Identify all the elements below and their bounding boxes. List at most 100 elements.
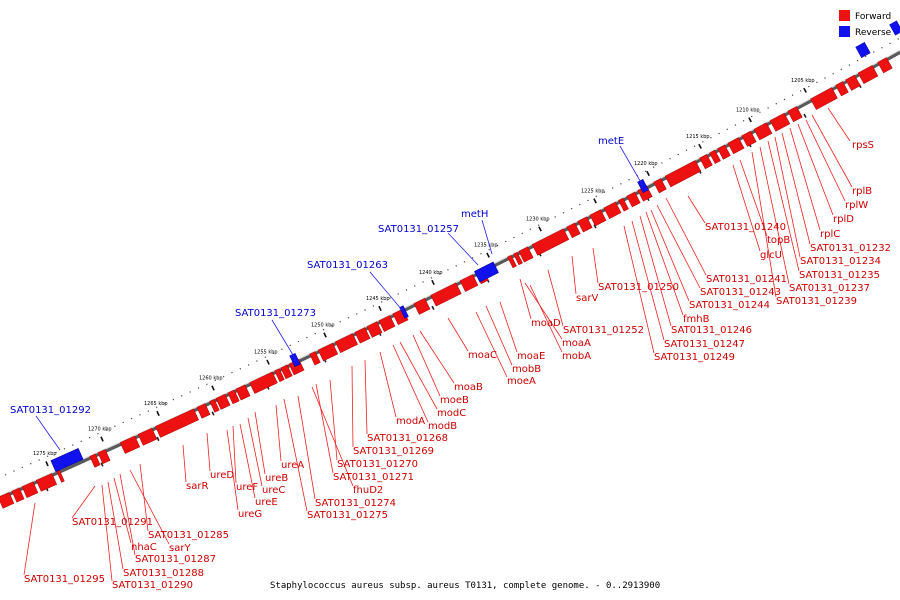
gene-label: topB	[767, 235, 790, 246]
leader-line	[774, 136, 801, 258]
gene-label: fmhB	[683, 314, 710, 325]
leader-line	[639, 215, 672, 327]
leader-line	[23, 502, 36, 576]
forward-gene	[235, 384, 251, 401]
gene-label: SAT0131_01290	[112, 580, 193, 591]
gene-label: rpsS	[852, 140, 874, 151]
leader-line	[113, 477, 132, 544]
leader-line	[379, 351, 397, 418]
gene-label: mobB	[512, 364, 541, 375]
tick-label: 1270 kbp	[88, 426, 112, 432]
forward-gene	[335, 333, 358, 353]
gene-label: modB	[428, 421, 457, 432]
legend: Forward Reverse	[839, 10, 892, 38]
tick-mark	[593, 198, 597, 204]
leader-line	[275, 404, 282, 462]
gene-label: rplC	[820, 229, 840, 240]
tick-mark	[156, 410, 160, 417]
forward-gene	[215, 393, 231, 410]
leader-line	[767, 140, 800, 272]
reverse-gene	[855, 41, 871, 59]
forward-gene	[717, 144, 731, 160]
reverse-gene	[50, 448, 84, 472]
gene-label: moeB	[440, 395, 469, 406]
forward-gene	[209, 398, 220, 413]
forward-gene	[835, 81, 849, 97]
minor-tick	[156, 436, 160, 442]
leader-line	[631, 220, 665, 341]
forward-gene	[0, 492, 15, 509]
reverse-legend-label: Reverse	[855, 28, 892, 38]
gene-label: SAT0131_01269	[353, 446, 434, 457]
gene-label: SAT0131_01291	[72, 517, 153, 528]
forward-gene	[366, 321, 383, 338]
tick-label: 1245 kbp	[366, 296, 390, 302]
forward-gene	[699, 154, 713, 170]
gene-label: SAT0131_01232	[810, 243, 891, 254]
leader-line	[732, 164, 761, 252]
forward-gene-labels: rpsS rplB rplW rplD rplC SAT0131_01232 S…	[24, 140, 891, 591]
forward-gene	[589, 209, 607, 227]
leader-line	[687, 195, 706, 224]
gene-label: rplB	[852, 186, 872, 197]
gene-label: glcU	[760, 250, 782, 261]
leader-line	[751, 151, 777, 298]
kbp-ticks: 1205 kbp 1210 kbp 1215 kbp 1220 kbp 1225 kbp…	[33, 78, 862, 492]
gene-label: ureG	[238, 509, 262, 520]
forward-gene	[857, 65, 879, 85]
reverse-gene	[399, 305, 409, 319]
tick-mark	[100, 436, 104, 442]
forward-gene	[566, 222, 581, 239]
gene-label: metH	[461, 209, 488, 220]
leader-line	[107, 481, 124, 570]
forward-gene	[787, 106, 803, 123]
leader-line	[412, 334, 441, 397]
leader-line	[524, 282, 563, 340]
gene-label: SAT0131_01268	[367, 433, 448, 444]
gene-label: SAT0131_01247	[664, 339, 745, 350]
tick-mark	[211, 385, 215, 391]
minor-tick	[803, 113, 807, 118]
leader-line	[182, 444, 187, 483]
leader-line	[529, 284, 563, 353]
tick-label: 1220 kbp	[634, 161, 658, 167]
gene-label: SAT0131_01249	[654, 352, 735, 363]
tick-mark	[323, 332, 327, 338]
gene-label: SAT0131_01263	[307, 260, 388, 271]
leader-line	[645, 211, 684, 316]
gene-label: SAT0131_01243	[700, 287, 781, 298]
gene-label: SAT0131_01271	[333, 472, 414, 483]
gene-label: nhaC	[131, 542, 157, 553]
tick-mark	[378, 305, 382, 312]
leader-line	[519, 278, 532, 320]
gene-label: sarY	[169, 543, 191, 554]
gene-label: ureF	[236, 482, 258, 493]
forward-gene	[577, 216, 593, 233]
gene-label: SAT0131_01285	[148, 530, 229, 541]
forward-gene	[603, 201, 622, 219]
gene-label: SAT0131_01250	[598, 282, 679, 293]
gene-label: ureD	[210, 470, 234, 481]
gene-label: SAT0131_01246	[671, 325, 752, 336]
forward-gene	[769, 112, 791, 132]
gene-label: SAT0131_01244	[689, 300, 770, 311]
leader-line	[399, 341, 438, 410]
gene-label: ureE	[255, 497, 278, 508]
leader-line	[665, 197, 707, 276]
tick-label: 1225 kbp	[581, 188, 605, 194]
leader-line	[369, 271, 403, 311]
leader-line	[739, 159, 768, 237]
forward-gene	[354, 327, 371, 344]
forward-gene	[11, 487, 25, 503]
tick-label: 1215 kbp	[686, 134, 710, 140]
leader-line	[759, 146, 790, 285]
forward-gene	[155, 408, 199, 438]
leader-line	[311, 386, 354, 487]
forward-gene	[459, 274, 479, 292]
forward-gene	[753, 122, 773, 141]
gene-label: rplD	[833, 214, 854, 225]
leader-line	[232, 425, 237, 484]
leader-line	[619, 145, 644, 187]
leader-line	[650, 209, 690, 302]
gene-label: SAT0131_01237	[789, 283, 870, 294]
